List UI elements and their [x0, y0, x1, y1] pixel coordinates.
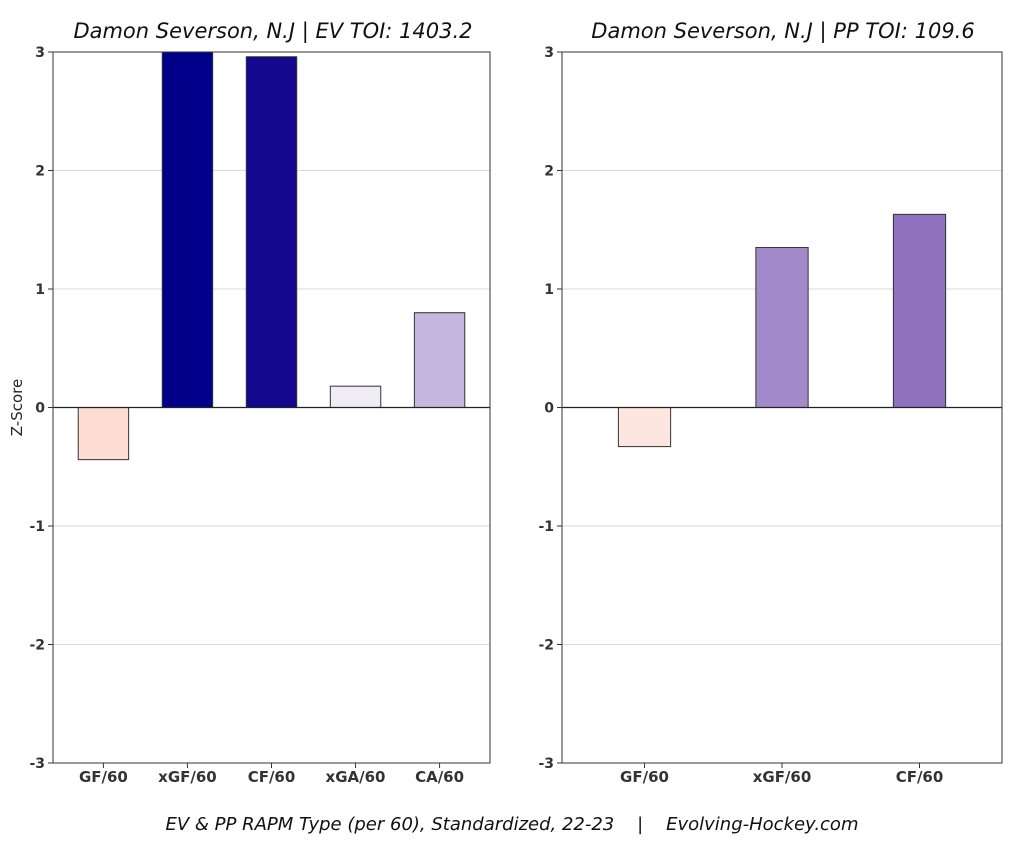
x-tick-label: CF/60 — [248, 768, 296, 786]
chart-panel-1: Damon Severson, N.J | EV TOI: 1403.2 3 2 1 0… — [8, 19, 491, 786]
x-tick-label: GF/60 — [79, 768, 128, 786]
chart-title: Damon Severson, N.J | EV TOI: 1403.2 — [73, 19, 472, 44]
x-tick-label: CA/60 — [415, 768, 464, 786]
y-tick-label: 2 — [35, 164, 45, 180]
y-tick-label: -2 — [29, 638, 45, 654]
chart-title: Damon Severson, N.J | PP TOI: 109.6 — [591, 19, 974, 44]
y-tick-label: -3 — [538, 756, 554, 772]
x-tick-label: xGA/60 — [326, 768, 386, 786]
y-tick-label: 0 — [35, 401, 45, 417]
y-tick-label: -1 — [29, 519, 45, 535]
y-tick-label: -1 — [538, 519, 554, 535]
y-tick-label: -2 — [538, 638, 554, 654]
chart-panel-2: Damon Severson, N.J | PP TOI: 109.6 3 2 1 0 -… — [538, 19, 1003, 786]
bar-xga-60 — [329, 385, 382, 409]
y-tick-label: 0 — [544, 401, 554, 417]
bar-cf-60 — [892, 213, 947, 408]
bar-gf-60 — [617, 407, 672, 448]
bar-gf-60 — [77, 407, 130, 461]
y-tick-label: 3 — [544, 45, 554, 61]
plot-frame — [561, 51, 1003, 764]
bar-ca-60 — [413, 312, 466, 409]
x-tick-label: GF/60 — [620, 768, 669, 786]
x-tick-label: xGF/60 — [753, 768, 812, 786]
bar-xgf-60 — [161, 51, 214, 408]
bar-cf-60 — [245, 56, 298, 409]
x-tick-label: xGF/60 — [158, 768, 217, 786]
y-tick-label: 1 — [544, 282, 554, 298]
y-tick-label: 3 — [35, 45, 45, 61]
y-axis-label: Z-Score — [8, 379, 26, 436]
y-tick-label: 1 — [35, 282, 45, 298]
y-tick-label: -3 — [29, 756, 45, 772]
footer-caption: EV & PP RAPM Type (per 60), Standardized… — [166, 814, 859, 835]
x-tick-label: CF/60 — [896, 768, 944, 786]
y-tick-label: 2 — [544, 164, 554, 180]
bar-xgf-60 — [755, 247, 809, 408]
plot-frame — [52, 51, 491, 764]
